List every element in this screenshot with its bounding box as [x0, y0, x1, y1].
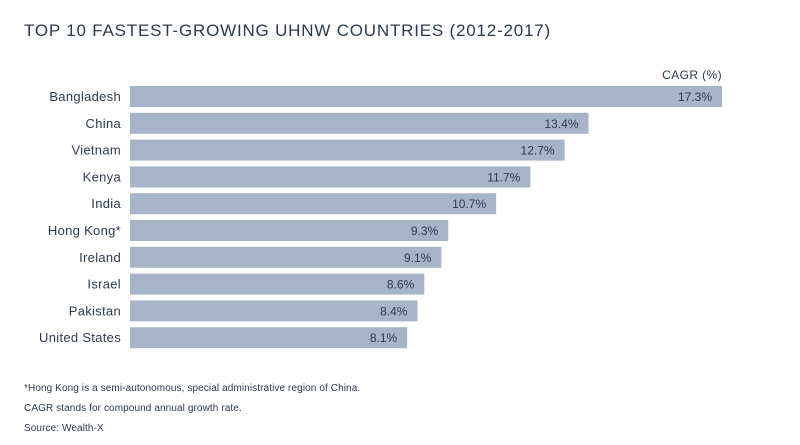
- value-label-ireland: 9.1%: [404, 251, 432, 265]
- category-label-ireland: Ireland: [79, 250, 121, 265]
- value-label-bangladesh: 17.3%: [678, 90, 712, 104]
- category-label-hong-kong: Hong Kong*: [48, 223, 121, 238]
- footnote-hong-kong: *Hong Kong is a semi-autonomous, special…: [24, 383, 361, 394]
- bar-israel: [130, 273, 425, 295]
- category-label-pakistan: Pakistan: [69, 303, 121, 318]
- category-label-kenya: Kenya: [83, 169, 122, 184]
- category-label-israel: Israel: [87, 277, 121, 292]
- value-label-india: 10.7%: [452, 197, 486, 211]
- chart-title: TOP 10 FASTEST-GROWING UHNW COUNTRIES (2…: [24, 21, 551, 40]
- bar-united-states: [130, 327, 408, 349]
- category-label-bangladesh: Bangladesh: [49, 89, 121, 104]
- value-label-hong-kong: 9.3%: [411, 224, 439, 238]
- value-label-pakistan: 8.4%: [380, 304, 408, 318]
- value-label-vietnam: 12.7%: [521, 144, 555, 158]
- value-label-china: 13.4%: [545, 117, 579, 131]
- category-label-united-states: United States: [39, 330, 121, 345]
- bar-india: [130, 193, 497, 215]
- value-label-kenya: 11.7%: [487, 170, 520, 184]
- value-label-united-states: 8.1%: [370, 331, 398, 345]
- bar-china: [130, 112, 589, 134]
- footnote-cagr: CAGR stands for compound annual growth r…: [24, 403, 242, 414]
- category-label-china: China: [86, 116, 122, 131]
- bars-group: Bangladesh 17.3% China 13.4% Vietnam 12.7% Ken…: [39, 86, 722, 349]
- bar-pakistan: [130, 300, 418, 322]
- bar-bangladesh: [130, 86, 722, 107]
- category-label-vietnam: Vietnam: [71, 143, 121, 158]
- bar-hong-kong: [130, 220, 449, 241]
- bar-vietnam: [130, 139, 565, 161]
- source-note: Source: Wealth-X: [24, 423, 104, 434]
- unit-label: CAGR (%): [662, 68, 722, 82]
- bar-chart: CAGR (%) Bangladesh 17.3% China 13.4% Vietna…: [39, 68, 722, 349]
- value-label-israel: 8.6%: [387, 278, 415, 292]
- category-label-india: India: [91, 196, 121, 211]
- bar-ireland: [130, 246, 442, 268]
- bar-kenya: [130, 166, 531, 188]
